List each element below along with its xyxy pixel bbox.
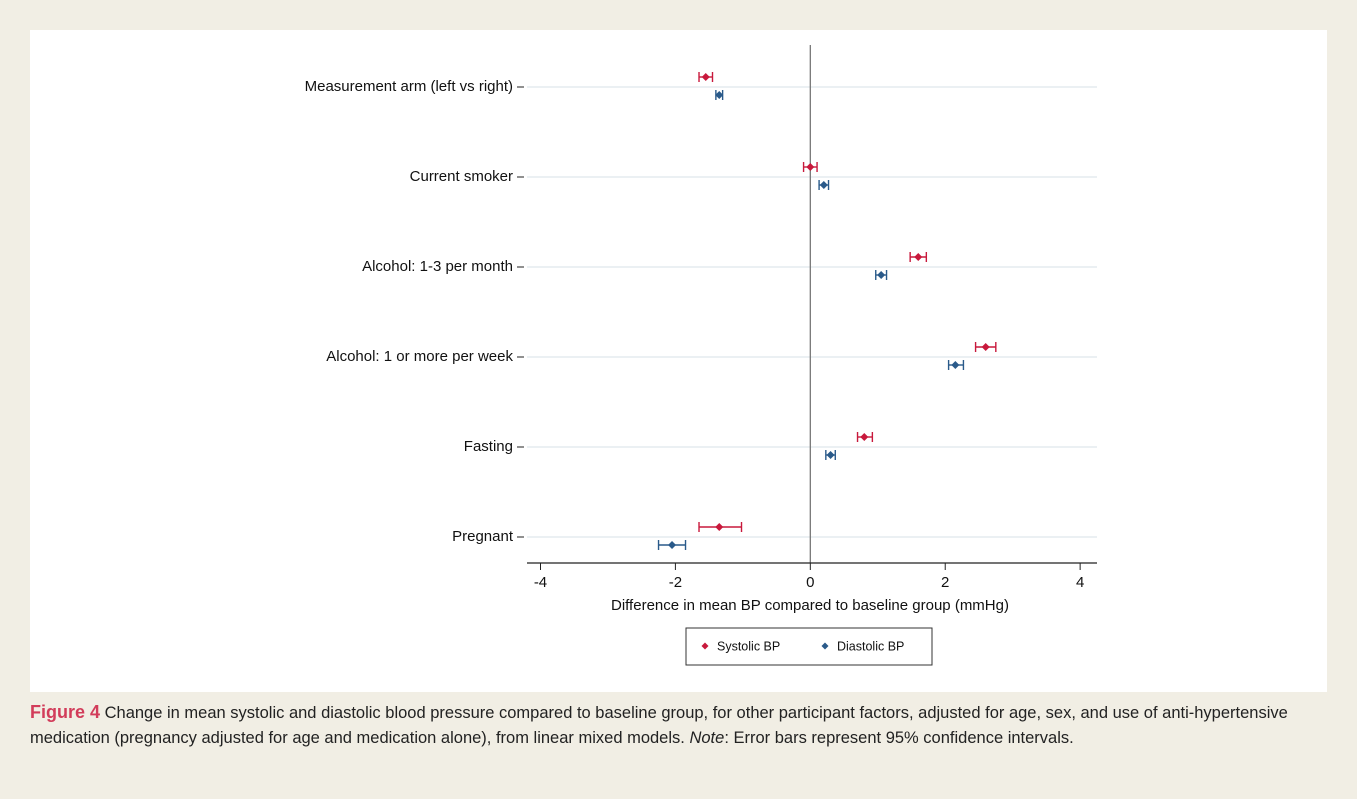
- legend-marker: [821, 642, 829, 650]
- x-tick-label: 4: [1076, 574, 1084, 591]
- y-tick-label: Alcohol: 1-3 per month: [362, 258, 513, 275]
- x-axis-title: Difference in mean BP compared to baseli…: [611, 597, 1009, 614]
- point: [819, 181, 828, 189]
- x-tick-label: -2: [669, 574, 682, 591]
- y-tick-label: Fasting: [464, 438, 513, 455]
- point: [860, 433, 869, 441]
- legend-label: Diastolic BP: [837, 639, 904, 653]
- legend-marker: [701, 642, 709, 650]
- point: [914, 253, 923, 261]
- point: [951, 361, 960, 369]
- figure-panel: Difference in mean BP compared to baseli…: [30, 30, 1327, 692]
- point: [806, 163, 815, 171]
- chart: Difference in mean BP compared to baseli…: [305, 45, 1097, 666]
- point: [877, 271, 886, 279]
- legend-box: [685, 627, 933, 666]
- caption-text: Change in mean systolic and diastolic bl…: [30, 704, 1288, 747]
- y-tick-label: Current smoker: [410, 168, 513, 185]
- caption-label: Figure 4: [30, 702, 101, 722]
- x-tick-label: 0: [806, 574, 814, 591]
- legend: Systolic BP Diastolic BP: [685, 627, 933, 666]
- y-tick-label: Pregnant: [452, 528, 514, 545]
- point: [701, 73, 710, 81]
- caption-note: Note: [689, 729, 725, 747]
- y-tick-label: Measurement arm (left vs right): [305, 78, 513, 95]
- x-tick-label: 2: [941, 574, 949, 591]
- point: [981, 343, 990, 351]
- point: [826, 451, 835, 459]
- point: [715, 523, 724, 531]
- y-tick-label: Alcohol: 1 or more per week: [326, 348, 513, 365]
- legend-label: Systolic BP: [717, 639, 780, 653]
- point: [715, 91, 724, 99]
- point: [668, 541, 677, 549]
- caption-note-text: : Error bars represent 95% confidence in…: [724, 729, 1074, 747]
- x-tick-label: -4: [534, 574, 547, 591]
- caption: Figure 4 Change in mean systolic and dia…: [30, 700, 1327, 751]
